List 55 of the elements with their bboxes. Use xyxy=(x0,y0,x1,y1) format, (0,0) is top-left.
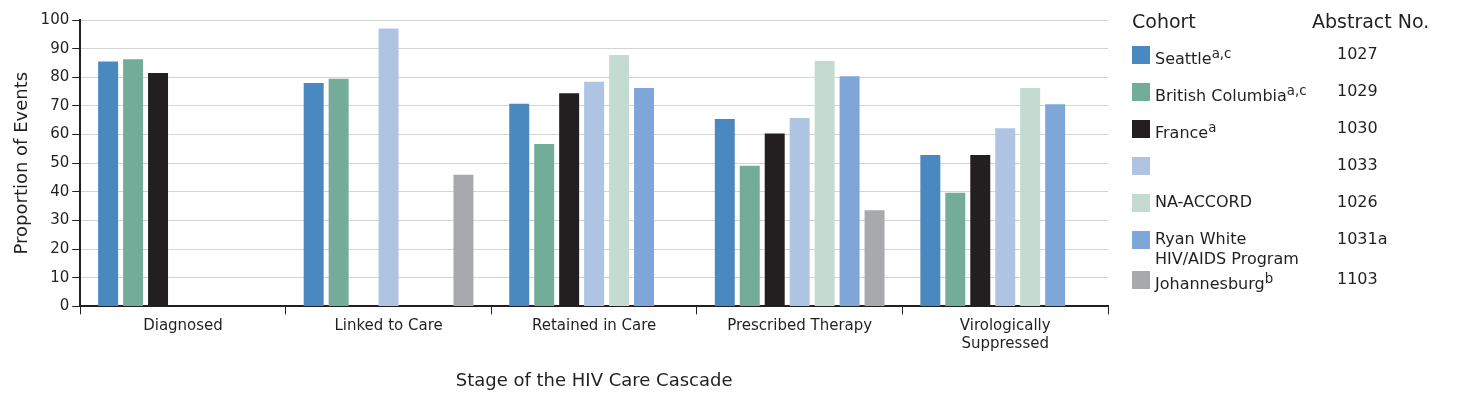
text: 1031a xyxy=(1336,229,1388,249)
legend-label: British Columbia$^{a,c}$ xyxy=(1155,82,1307,107)
legend-label: Ryan White HIV/AIDS Program xyxy=(1155,229,1300,269)
bar xyxy=(534,144,555,306)
bar xyxy=(945,192,966,306)
y-tick-label: 40 xyxy=(50,181,70,200)
bar xyxy=(509,103,530,306)
y-tick-label: 0 xyxy=(59,296,70,315)
bar xyxy=(609,54,630,306)
y-tick-label: 70 xyxy=(50,95,70,114)
x-axis-title: Stage of the HIV Care Cascade xyxy=(455,368,733,390)
bar xyxy=(453,174,474,306)
y-axis-title: Proportion of Events xyxy=(10,71,32,255)
legend-label: France$^{a}$ xyxy=(1155,119,1217,144)
bar xyxy=(303,83,324,306)
bar xyxy=(839,76,860,306)
bar xyxy=(995,128,1016,306)
bar xyxy=(98,61,119,306)
legend-label: NA-ACCORD xyxy=(1155,192,1253,212)
y-tick-label: 20 xyxy=(50,239,70,258)
legend-label: Seattle$^{a,c}$ xyxy=(1155,45,1232,70)
text: 1027 xyxy=(1336,44,1378,64)
y-tick-label: 100 xyxy=(40,9,70,28)
bar xyxy=(920,154,941,306)
text: 1030 xyxy=(1336,118,1378,138)
text: Abstract No. xyxy=(1312,10,1430,32)
y-tick-label: 50 xyxy=(50,153,70,172)
y-tick-label: 30 xyxy=(50,210,70,229)
bar xyxy=(864,210,885,306)
bar xyxy=(789,117,810,306)
bar xyxy=(1045,104,1066,306)
x-tick-label: Diagnosed xyxy=(143,316,223,335)
text: 1029 xyxy=(1336,81,1378,101)
x-tick-label: Linked to Care xyxy=(334,316,443,335)
y-tick-label: 60 xyxy=(50,124,70,143)
bar xyxy=(584,81,605,306)
y-tick-label: 90 xyxy=(50,38,70,57)
text: 1026 xyxy=(1336,192,1378,212)
x-tick-label: Prescribed Therapy xyxy=(727,316,873,335)
y-tick-label: 10 xyxy=(50,267,70,286)
bar xyxy=(634,87,655,306)
legend-title: Cohort xyxy=(1132,10,1197,32)
x-tick-label: Virologically Suppressed xyxy=(959,316,1051,353)
bar xyxy=(814,60,835,306)
bar xyxy=(714,119,735,306)
bar xyxy=(123,59,144,306)
bar xyxy=(739,165,760,306)
y-tick-label: 80 xyxy=(50,67,70,86)
x-tick-label: Retained in Care xyxy=(531,316,657,335)
text: 1033 xyxy=(1336,155,1378,175)
text: 1103 xyxy=(1336,269,1378,289)
bar xyxy=(328,78,349,306)
bar xyxy=(378,28,399,306)
bar xyxy=(1020,87,1041,306)
legend-label: Johannesburg$^{b}$ xyxy=(1155,270,1274,295)
